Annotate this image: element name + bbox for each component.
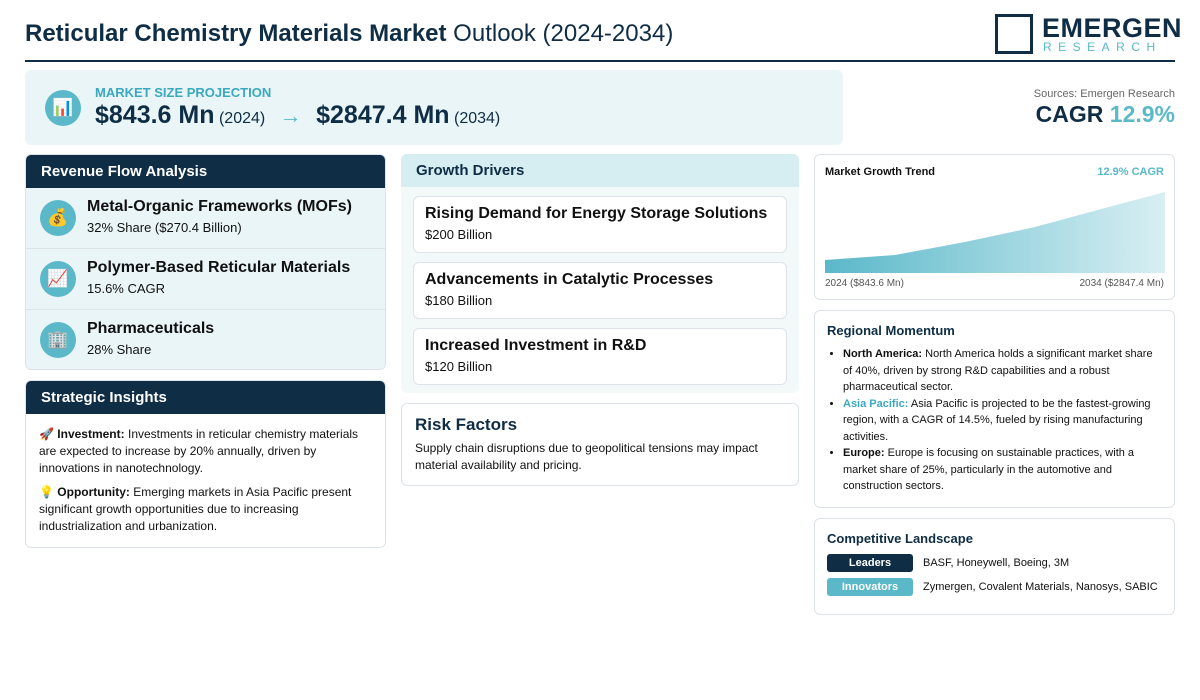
insight-label: Opportunity: — [57, 485, 130, 499]
title-bold: Reticular Chemistry Materials Market — [25, 20, 447, 47]
row-label: Leaders — [827, 554, 913, 572]
region-item: North America: North America holds a sig… — [843, 346, 1162, 396]
revenue-item: 💰 Metal-Organic Frameworks (MOFs) 32% Shar… — [26, 188, 385, 249]
row-label: Innovators — [827, 578, 913, 596]
revenue-flow-card: Revenue Flow Analysis 💰 Metal-Organic Fra… — [25, 154, 386, 370]
driver-value: $120 Billion — [425, 359, 493, 374]
title: Reticular Chemistry Materials Market Out… — [25, 20, 673, 48]
item-detail: 15.6% CAGR — [87, 281, 166, 296]
area-shape — [825, 192, 1165, 273]
logo-sub: RESEARCH — [1043, 40, 1162, 54]
trend-end: 2034 ($2847.4 Mn) — [1079, 278, 1164, 289]
insight: 💡 Opportunity: Emerging markets in Asia … — [39, 485, 352, 533]
item-icon: 🏢 — [40, 322, 76, 358]
insight-text: Emerging markets in Asia Pacific present… — [39, 485, 352, 533]
strategic-card: Strategic Insights 🚀 Investment: Investm… — [25, 380, 386, 548]
item-name: Polymer-Based Reticular Materials — [87, 259, 351, 276]
risk-card: Risk Factors Supply chain disruptions du… — [401, 403, 799, 486]
regional-list: North America: North America holds a sig… — [827, 346, 1162, 495]
driver: Advancements in Catalytic Processes $180 … — [413, 262, 787, 319]
item-icon: 💰 — [40, 200, 76, 236]
card-header: Revenue Flow Analysis — [26, 155, 385, 188]
cagr-value: 12.9% — [1109, 101, 1175, 127]
insights: 🚀 Investment: Investments in reticular c… — [26, 414, 385, 547]
driver-value: $180 Billion — [425, 293, 493, 308]
end-value: $2847.4 Mn — [316, 101, 450, 129]
arrow: → — [279, 103, 302, 128]
insight-text: Investments in reticular chemistry mater… — [39, 427, 359, 475]
region-item: Europe: Europe is focusing on sustainabl… — [843, 445, 1162, 495]
sources: Sources: Emergen Research — [1033, 88, 1175, 100]
driver-name: Rising Demand for Energy Storage Solutio… — [425, 205, 768, 222]
projection-label: MARKET SIZE PROJECTION — [95, 85, 272, 100]
item-detail: 28% Share — [87, 342, 152, 357]
cagr-label: CAGR — [1035, 101, 1104, 127]
region-text: North America holds a significant market… — [843, 348, 1153, 393]
risk-title: Risk Factors — [415, 415, 518, 434]
region-name: Asia Pacific: — [843, 397, 909, 410]
driver-name: Increased Investment in R&D — [425, 337, 647, 354]
start-year: (2024) — [218, 110, 266, 127]
trend-area — [825, 192, 1165, 273]
row-companies: BASF, Honeywell, Boeing, 3M — [923, 557, 1070, 569]
cagr: CAGR 12.9% — [1036, 101, 1175, 128]
projection-icon: 📊 — [45, 90, 81, 126]
revenue-item: 📈 Polymer-Based Reticular Materials 15.6% … — [26, 249, 385, 310]
item-name: Pharmaceuticals — [87, 320, 215, 337]
competitive-card: Competitive Landscape Leaders BASF, Honey… — [814, 518, 1175, 615]
projection-values: $843.6 Mn (2024) → $2847.4 Mn (2034) — [95, 101, 500, 130]
regional-card: Regional Momentum North America: North A… — [814, 310, 1175, 508]
card-header: Growth Drivers — [401, 154, 799, 187]
regional-title: Regional Momentum — [827, 323, 955, 338]
trend-title: Market Growth Trend — [825, 166, 936, 178]
projection-box: 📊 MARKET SIZE PROJECTION $843.6 Mn (2024… — [25, 70, 843, 145]
item-icon: 📈 — [40, 261, 76, 297]
risk-text: Supply chain disruptions due to geopolit… — [415, 441, 758, 472]
logo-main: EMERGEN — [1042, 13, 1183, 43]
region-text: Europe is focusing on sustainable practi… — [843, 447, 1135, 492]
region-name: North America: — [843, 348, 923, 360]
trend-start: 2024 ($843.6 Mn) — [825, 278, 904, 289]
region-text: Asia Pacific is projected to be the fast… — [843, 397, 1151, 443]
card-header: Strategic Insights — [26, 381, 385, 414]
region-name: Europe: — [843, 447, 885, 459]
revenue-item: 🏢 Pharmaceuticals 28% Share — [26, 310, 385, 369]
competitive-row: Innovators Zymergen, Covalent Materials, … — [827, 578, 1162, 596]
logo-mark — [995, 14, 1033, 54]
insight-label: Investment: — [57, 427, 125, 441]
row-companies: Zymergen, Covalent Materials, Nanosys, S… — [923, 581, 1158, 593]
driver-name: Advancements in Catalytic Processes — [425, 271, 714, 288]
end-year: (2034) — [454, 110, 501, 127]
growth-drivers-card: Growth Drivers Rising Demand for Energy … — [401, 154, 799, 393]
region-item: Asia Pacific: Asia Pacific is projected … — [843, 396, 1162, 446]
trend-card: Market Growth Trend 12.9% CAGR 2024 ($84… — [814, 154, 1175, 300]
title-rest: Outlook (2024-2034) — [453, 20, 674, 47]
driver: Increased Investment in R&D $120 Billion — [413, 328, 787, 385]
insight: 🚀 Investment: Investments in reticular c… — [39, 427, 359, 475]
header-rule — [25, 60, 1175, 62]
item-detail: 32% Share ($270.4 Billion) — [87, 220, 242, 235]
start-value: $843.6 Mn — [95, 101, 215, 129]
driver-value: $200 Billion — [425, 227, 493, 242]
driver: Rising Demand for Energy Storage Solutio… — [413, 196, 787, 253]
competitive-title: Competitive Landscape — [827, 531, 973, 546]
trend-cagr: 12.9% CAGR — [1097, 166, 1164, 178]
competitive-row: Leaders BASF, Honeywell, Boeing, 3M — [827, 554, 1162, 572]
item-name: Metal-Organic Frameworks (MOFs) — [87, 198, 352, 215]
